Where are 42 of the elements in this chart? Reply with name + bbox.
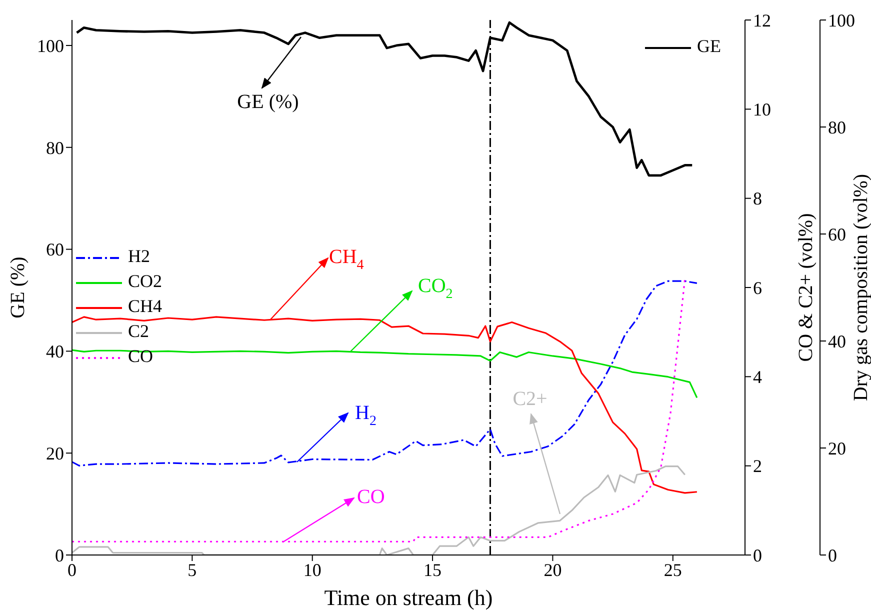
y2-tick-label: 8	[753, 188, 762, 209]
annotation: CO$_{2}$	[418, 274, 453, 302]
y-tick-label: 40	[46, 342, 64, 362]
x-tick-label: 15	[424, 560, 442, 580]
legend-label: GE	[696, 35, 721, 58]
y3-tick-label: 0	[828, 545, 837, 566]
y2-tick-label: 10	[753, 100, 771, 120]
y-axis-title: GE (%)	[7, 256, 29, 318]
y2-tick-label: 2	[753, 456, 762, 476]
y2-tick-label: 0	[753, 545, 762, 566]
y2-axis-title: CO & C2+ (vol%)	[795, 213, 817, 362]
legend-label: H2	[127, 245, 151, 268]
x-tick-label: 0	[68, 560, 76, 580]
y3-tick-label: 20	[828, 438, 846, 458]
x-tick-label: 10	[303, 560, 322, 580]
line-series	[72, 465, 686, 555]
annotation: CO	[357, 486, 385, 508]
annotation: C2+	[512, 388, 548, 410]
y-tick-label: 0	[55, 545, 64, 566]
y-tick-label: 100	[37, 36, 64, 56]
legend-label: CO	[127, 345, 154, 368]
annotation: GE (%)	[237, 90, 299, 113]
annotation: CH$_{4}$	[329, 246, 364, 273]
y3-tick-label: 60	[828, 224, 846, 244]
x-tick-label: 20	[544, 560, 562, 580]
y2-tick-label: 12	[753, 10, 771, 30]
y3-axis-title: Dry gas composition (vol%)	[850, 174, 871, 402]
x-tick-label: 5	[188, 560, 197, 580]
x-tick-label: 25	[664, 560, 682, 580]
y-tick-label: 80	[46, 138, 64, 158]
y3-tick-label: 80	[828, 117, 846, 138]
legend-label: C2	[127, 320, 150, 343]
y2-tick-label: 6	[753, 278, 762, 298]
x-axis-title: Time on stream (h)	[324, 585, 493, 610]
annotation: H$_{2}$	[355, 402, 376, 429]
y-tick-label: 60	[46, 240, 64, 260]
y2-tick-label: 4	[753, 367, 762, 388]
legend-label: CO2	[127, 270, 162, 293]
y3-tick-label: 40	[828, 331, 846, 352]
y3-tick-label: 100	[828, 10, 855, 30]
y-tick-label: 20	[46, 443, 64, 464]
legend-label: CH4	[127, 295, 162, 318]
